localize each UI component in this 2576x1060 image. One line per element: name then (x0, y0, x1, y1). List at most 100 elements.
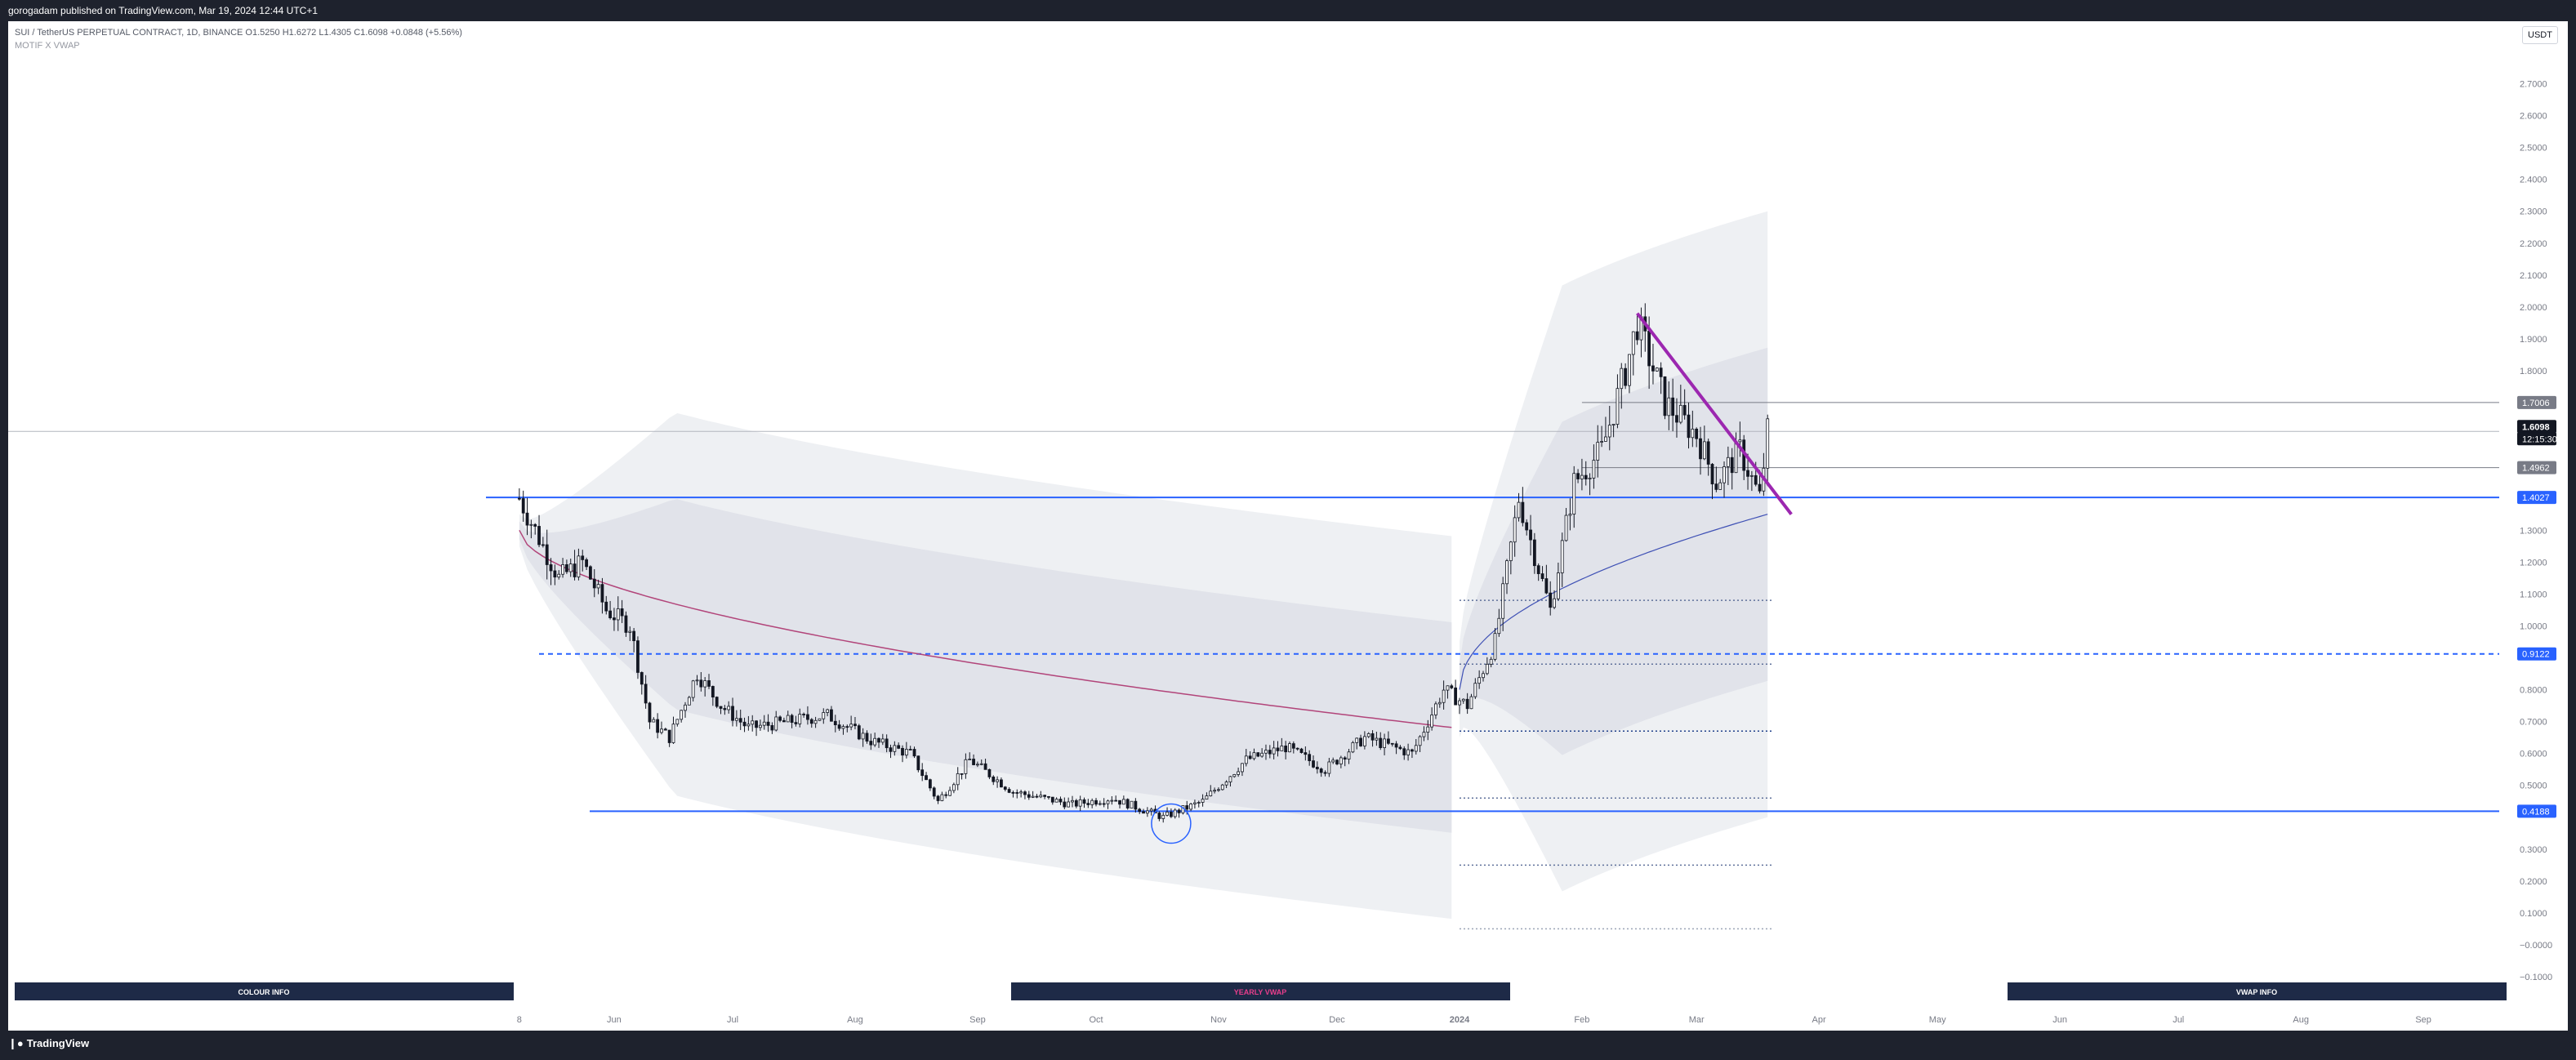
candle-body (1394, 743, 1398, 748)
change-value: +0.0848 (+5.56%) (390, 28, 462, 38)
candle-body (1149, 808, 1153, 812)
candle-body (960, 773, 964, 775)
candle-body (1465, 698, 1469, 710)
y-tick-label: 2.0000 (2520, 303, 2547, 313)
candle-body (608, 610, 612, 618)
candle-body (1411, 749, 1414, 752)
x-tick-label: 2024 (1450, 1015, 1470, 1025)
publisher-bar: gorogadam published on TradingView.com, … (0, 0, 2576, 21)
candle-body (1276, 747, 1280, 751)
x-tick-label: Aug (847, 1015, 863, 1025)
horizontal-levels[interactable] (486, 497, 2499, 813)
candle-body (1564, 514, 1568, 541)
candle-body (1335, 759, 1339, 764)
candle-body (1651, 365, 1655, 372)
candle-body (826, 709, 830, 713)
candle-body (1138, 808, 1142, 813)
candle-body (1406, 749, 1410, 755)
tradingview-logo[interactable]: ❙● TradingView (8, 1037, 89, 1050)
candle-body (1299, 748, 1304, 753)
candle-body (830, 709, 833, 722)
candle-body (616, 608, 620, 621)
candle-body (1600, 441, 1603, 443)
candle-body (1074, 799, 1078, 807)
y-tick-label: 1.9000 (2520, 335, 2547, 345)
candle-body (1355, 737, 1359, 743)
candle-body (893, 745, 897, 752)
candle-body (1086, 803, 1090, 805)
chart-panel[interactable]: 2.7000 2.6000 2.5000 2.4000 2.3000 2.2000 2.10… (8, 21, 2568, 1031)
y-tick-label: 2.4000 (2520, 176, 2547, 185)
candle-body (1584, 474, 1588, 479)
publisher-line: gorogadam published on TradingView.com, … (8, 5, 319, 16)
candle-body (652, 719, 656, 723)
candle-body (904, 749, 908, 756)
trendline[interactable] (1636, 312, 1793, 515)
legend-row-ohlc: SUI / TetherUS PERPETUAL CONTRACT, 1D, B… (15, 26, 462, 39)
time-axis[interactable]: 8 Jun Jul Aug Sep Oct Nov Dec 2024 Feb Mar Apr May Ju… (517, 1015, 2431, 1025)
open-label: O (245, 28, 252, 38)
candle-body (596, 584, 600, 589)
annotations (1151, 803, 1192, 844)
candle-body (1556, 572, 1560, 599)
candle-body (1071, 799, 1074, 803)
candle-body (861, 733, 865, 740)
candle-body (613, 617, 616, 621)
candle-body (987, 768, 992, 777)
candle-body (1505, 560, 1509, 585)
candle-body (952, 784, 956, 791)
currency-badge[interactable]: USDT (2522, 26, 2558, 44)
info-bar-label-colour_info: COLOUR INFO (238, 988, 290, 996)
candle-body (1667, 397, 1671, 416)
candle-body (1058, 799, 1063, 803)
candle-body (1224, 782, 1228, 786)
price-chart[interactable]: 2.7000 2.6000 2.5000 2.4000 2.3000 2.2000 2.10… (8, 21, 2568, 1031)
candle-body (1513, 517, 1517, 543)
candle-body (1616, 388, 1620, 425)
vwap-line-2024 (1459, 514, 1768, 690)
y-tick-label: 1.2000 (2520, 558, 2547, 568)
indicator-name[interactable]: MOTIF X VWAP (15, 41, 80, 51)
candle-body (581, 555, 585, 560)
candle-body (813, 719, 818, 724)
candle-body (1019, 791, 1023, 794)
price-axis[interactable]: 2.7000 2.6000 2.5000 2.4000 2.3000 2.2000 2.10… (2517, 80, 2557, 982)
candle-body (920, 769, 925, 777)
candle-body (755, 720, 758, 728)
candle-body (1142, 811, 1145, 814)
info-bar-vwap_info (2008, 982, 2507, 1000)
candle-body (1746, 470, 1749, 477)
y-tick-label: 2.1000 (2520, 271, 2547, 281)
info-bar-yearly_vwap (1011, 982, 1510, 1000)
candle-body (1197, 802, 1201, 804)
price-label-bg (2517, 461, 2556, 474)
candle-body (790, 715, 794, 724)
candle-body (561, 564, 564, 575)
candle-body (1726, 457, 1730, 467)
candle-body (1754, 474, 1758, 485)
x-tick-label: Sep (969, 1015, 986, 1025)
candle-body (1553, 598, 1556, 608)
grid-lines (8, 402, 2499, 930)
candle-body (1280, 746, 1284, 751)
candle-body (1572, 473, 1576, 515)
candle-body (1031, 795, 1035, 798)
candle-body (1252, 752, 1256, 759)
price-label-bg (2517, 804, 2556, 818)
candle-body (1734, 441, 1738, 474)
candle-body (758, 724, 762, 728)
candle-body (1387, 738, 1390, 744)
candle-body (992, 776, 996, 782)
candle-body (1217, 789, 1220, 791)
low-value: 1.4305 (323, 28, 352, 38)
y-tick-label: −0.0000 (2520, 941, 2552, 951)
candle-body (1015, 792, 1019, 794)
candle-body (691, 680, 695, 698)
info-bar-label-vwap_info: VWAP INFO (2236, 988, 2277, 996)
candle-body (1078, 799, 1082, 807)
y-tick-label: 1.8000 (2520, 367, 2547, 376)
y-tick-label: 2.5000 (2520, 144, 2547, 154)
candle-body (747, 724, 751, 727)
candle-body (1351, 742, 1355, 753)
x-tick-label: Mar (1689, 1015, 1705, 1025)
